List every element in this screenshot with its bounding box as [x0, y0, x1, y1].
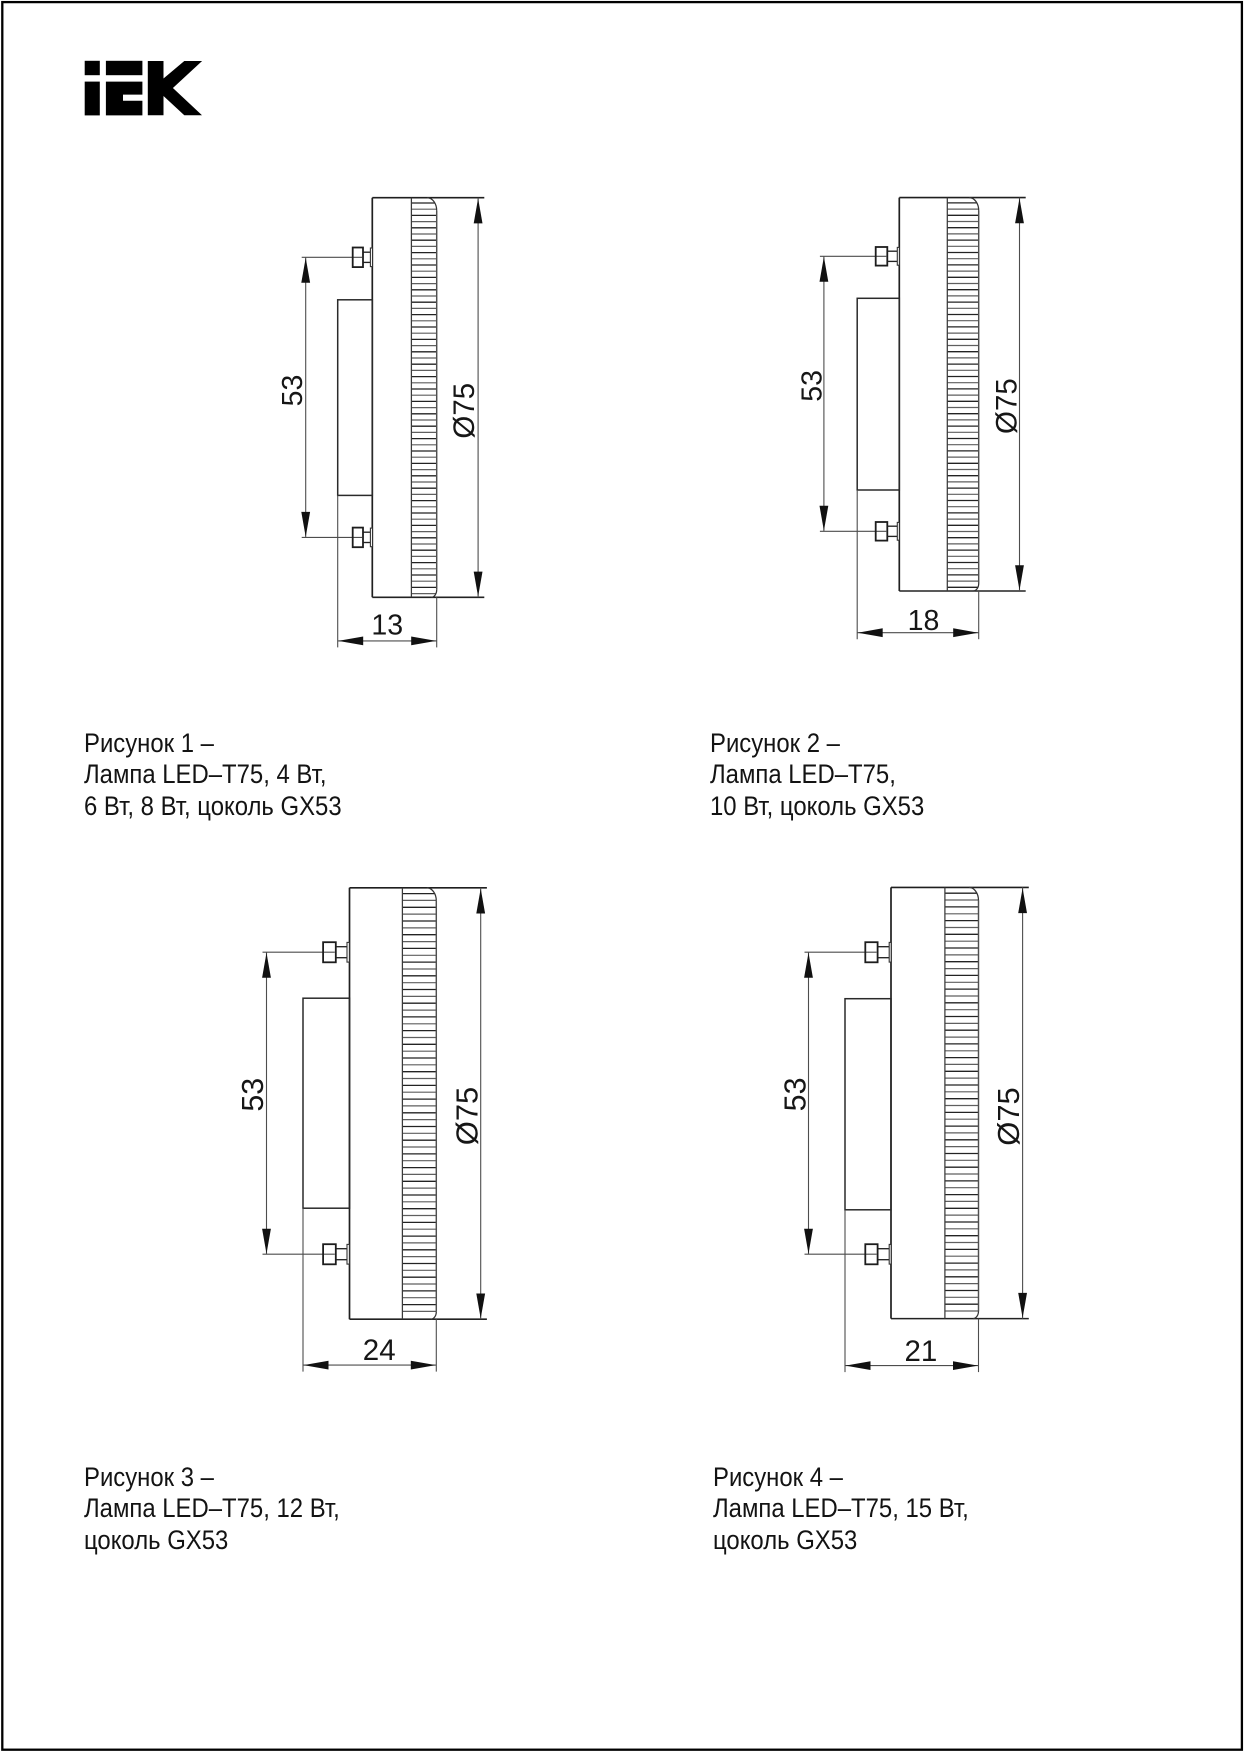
svg-text:21: 21	[904, 1335, 937, 1368]
svg-text:53: 53	[236, 1078, 270, 1112]
svg-text:53: 53	[796, 370, 828, 402]
svg-text:Ø75: Ø75	[991, 378, 1024, 434]
svg-text:Ø75: Ø75	[448, 383, 481, 439]
svg-text:Ø75: Ø75	[450, 1087, 485, 1146]
svg-text:53: 53	[778, 1077, 812, 1111]
svg-text:Ø75: Ø75	[991, 1087, 1026, 1146]
svg-text:24: 24	[363, 1334, 396, 1367]
svg-text:18: 18	[908, 605, 940, 637]
svg-text:53: 53	[277, 375, 309, 407]
svg-text:13: 13	[371, 610, 403, 642]
